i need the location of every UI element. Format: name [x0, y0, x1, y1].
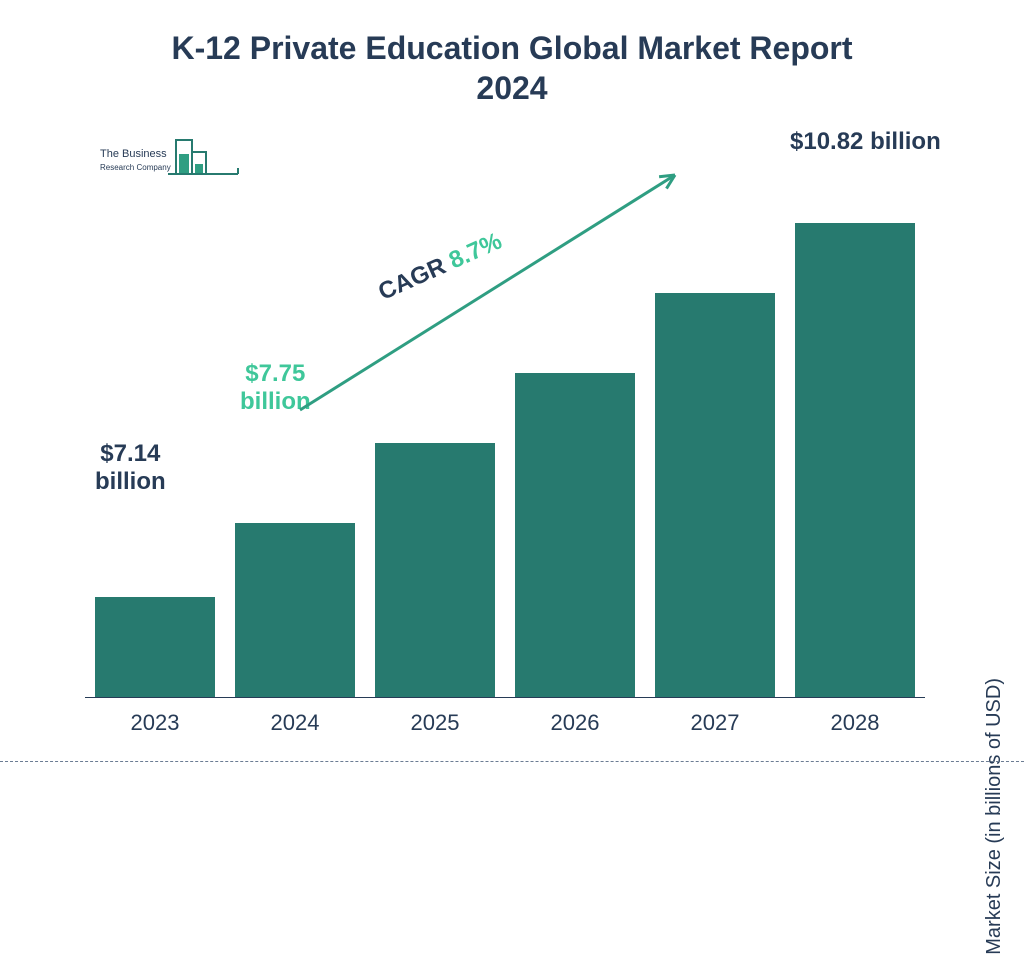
bar-wrap	[95, 597, 215, 698]
bar-2023	[95, 597, 215, 698]
bar-2026	[515, 373, 635, 698]
data-label: $7.14billion	[95, 440, 166, 495]
bar-2028	[795, 223, 915, 698]
data-label: $7.75billion	[240, 360, 311, 415]
title-line1: K-12 Private Education Global Market Rep…	[171, 30, 852, 66]
x-label: 2024	[235, 710, 355, 736]
data-label: $10.82 billion	[790, 128, 941, 156]
bar-wrap	[235, 523, 355, 698]
title-line2: 2024	[476, 70, 547, 106]
bar-wrap	[655, 293, 775, 698]
x-label: 2028	[795, 710, 915, 736]
bar-wrap	[375, 443, 495, 698]
bar-wrap	[515, 373, 635, 698]
x-axis-labels: 2023 2024 2025 2026 2027 2028	[85, 710, 925, 736]
chart-title: K-12 Private Education Global Market Rep…	[0, 28, 1024, 108]
bar-chart	[85, 168, 925, 698]
bar-2025	[375, 443, 495, 698]
bars-container	[85, 168, 925, 698]
bar-wrap	[795, 223, 915, 698]
x-label: 2025	[375, 710, 495, 736]
x-label: 2027	[655, 710, 775, 736]
logo-line1: The Business	[100, 148, 167, 160]
footer-divider	[0, 761, 1024, 762]
x-label: 2023	[95, 710, 215, 736]
x-label: 2026	[515, 710, 635, 736]
bar-2024	[235, 523, 355, 698]
y-axis-label: Market Size (in billions of USD)	[983, 678, 1006, 955]
chart-baseline	[85, 697, 925, 698]
bar-2027	[655, 293, 775, 698]
